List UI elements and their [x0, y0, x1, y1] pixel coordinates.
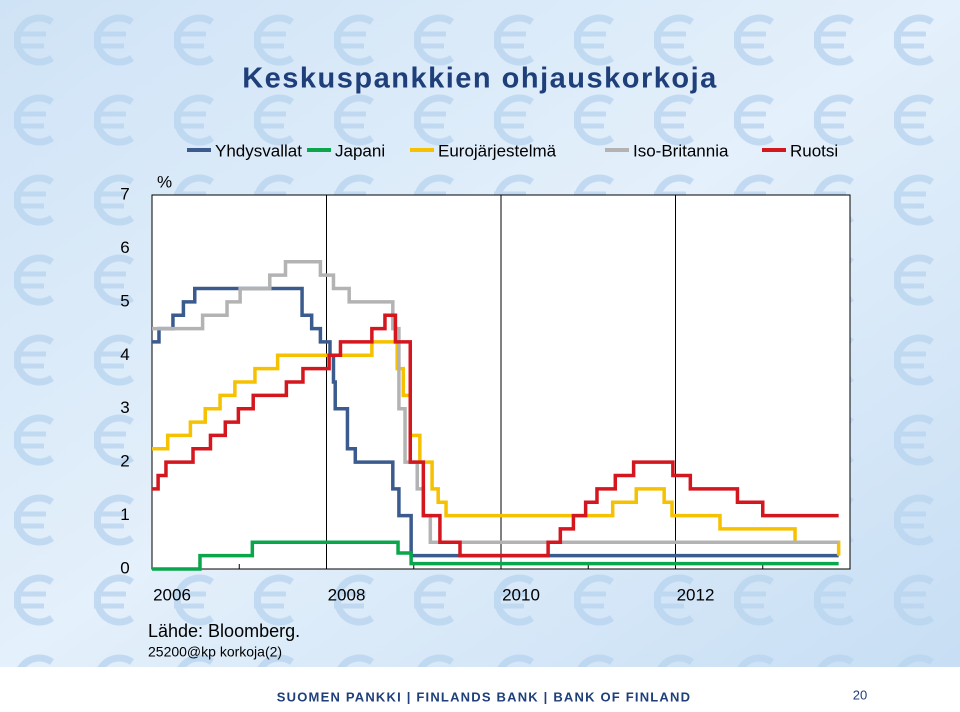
y-tick-label: 4 [120, 345, 129, 364]
series-line [152, 313, 839, 558]
chart-code: 25200@kp korkoja(2) [148, 644, 282, 660]
series-line [152, 260, 839, 545]
footer-band [0, 667, 960, 707]
legend-label: Yhdysvallat [215, 141, 302, 160]
y-tick-label: 5 [120, 291, 129, 310]
y-tick-label: 2 [120, 452, 129, 471]
y-tick-label: 1 [120, 505, 129, 524]
x-tick-label: 2012 [677, 585, 715, 604]
footer-text: SUOMEN PANKKI | FINLANDS BANK | BANK OF … [277, 689, 691, 704]
series-line [152, 286, 839, 558]
y-tick-label: 6 [120, 238, 129, 257]
y-tick-label: 3 [120, 398, 129, 417]
page-number: 20 [853, 687, 867, 702]
y-tick-label: 7 [120, 184, 129, 203]
legend-label: Japani [335, 141, 385, 160]
x-tick-label: 2006 [153, 585, 191, 604]
chart-title: Keskuspankkien ohjauskorkoja [242, 63, 718, 95]
source: Lähde: Bloomberg. [148, 621, 300, 641]
y-tick-label: 0 [120, 558, 129, 577]
x-tick-label: 2010 [502, 585, 540, 604]
legend-label: Iso-Britannia [633, 141, 729, 160]
x-tick-label: 2008 [328, 585, 366, 604]
unit-label: % [157, 172, 172, 191]
legend-label: Ruotsi [790, 141, 838, 160]
series-line [152, 540, 839, 571]
legend-label: Eurojärjestelmä [438, 141, 557, 160]
